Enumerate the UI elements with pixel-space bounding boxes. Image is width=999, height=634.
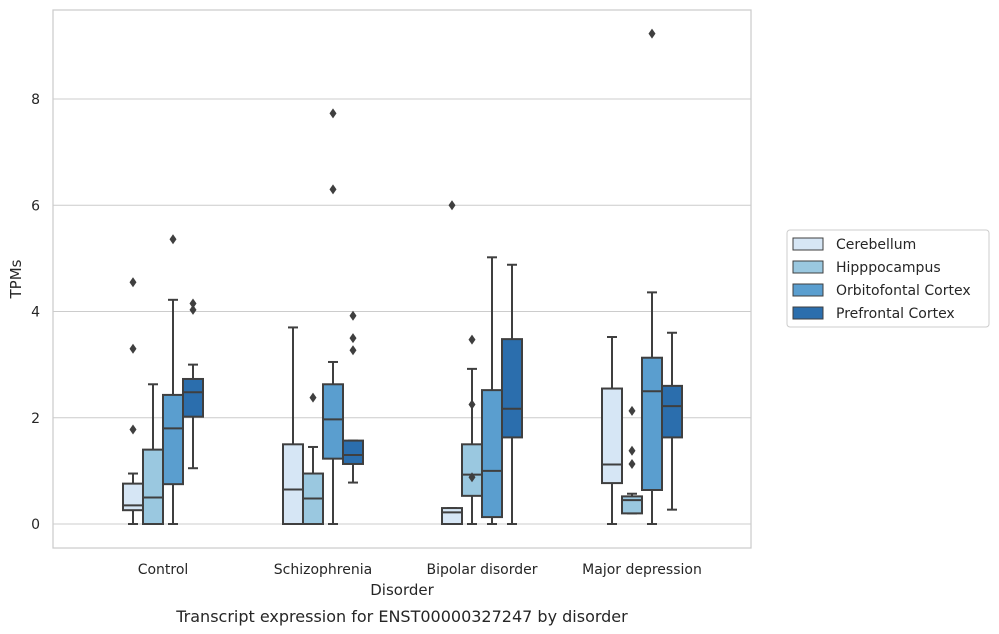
- outlier-point: [349, 310, 357, 321]
- x-tick-label: Major depression: [582, 562, 702, 578]
- outlier-point: [468, 472, 476, 483]
- outlier-point: [169, 234, 177, 245]
- outlier-point: [468, 334, 476, 345]
- legend-swatch: [792, 306, 824, 320]
- box: [282, 443, 304, 525]
- outlier-point: [189, 298, 197, 309]
- box-group: [282, 326, 304, 525]
- legend-entry: Cerebellum: [836, 237, 916, 253]
- legend-swatch: [792, 283, 824, 297]
- outlier-point: [628, 405, 636, 416]
- legend: Cerebellum Hipppocampus Orbitofontal Corte…: [786, 229, 990, 328]
- box: [322, 383, 344, 460]
- box-group: [481, 256, 503, 525]
- box: [142, 448, 164, 525]
- box-group: [302, 392, 324, 525]
- outlier-point: [468, 399, 476, 410]
- y-tick-label: 8: [31, 92, 40, 108]
- box-group: [342, 310, 364, 484]
- y-tick-label: 6: [31, 198, 40, 214]
- box: [441, 507, 463, 525]
- outlier-point: [129, 424, 137, 435]
- box-group: [322, 108, 344, 525]
- legend-entry: Orbitofontal Cortex: [836, 283, 971, 299]
- outlier-point: [628, 458, 636, 469]
- x-axis-ticks: Control Schizophrenia Bipolar disorder Majo…: [138, 562, 702, 578]
- box-group: [641, 28, 663, 525]
- box: [661, 384, 683, 439]
- outlier-point: [129, 277, 137, 288]
- legend-swatch: [792, 260, 824, 274]
- box-group: [601, 336, 623, 525]
- outlier-point: [309, 392, 317, 403]
- box-group: [122, 277, 144, 525]
- x-tick-label: Schizophrenia: [274, 562, 372, 578]
- legend-entry: Hipppocampus: [836, 260, 941, 276]
- box-group: [142, 383, 164, 525]
- box-plots: [122, 28, 683, 525]
- y-axis-label: TPMs: [7, 259, 25, 299]
- plot-frame: [52, 9, 752, 549]
- x-tick-label: Control: [138, 562, 189, 578]
- box: [641, 356, 663, 491]
- outlier-point: [349, 333, 357, 344]
- outlier-point: [448, 200, 456, 211]
- box-group: [182, 298, 204, 470]
- legend-entry: Prefrontal Cortex: [836, 306, 955, 322]
- outlier-point: [329, 184, 337, 195]
- box: [621, 495, 643, 515]
- box: [601, 387, 623, 485]
- y-tick-label: 2: [31, 411, 40, 427]
- outlier-point: [189, 304, 197, 315]
- box-group: [501, 263, 523, 525]
- legend-swatch: [792, 237, 824, 251]
- outlier-point: [628, 445, 636, 456]
- box: [162, 393, 184, 486]
- box-group: [441, 200, 463, 525]
- outlier-point: [349, 345, 357, 356]
- box-group: [661, 331, 683, 511]
- chart-caption: Transcript expression for ENST0000032724…: [175, 607, 628, 626]
- x-axis-label: Disorder: [370, 581, 434, 599]
- y-tick-label: 0: [31, 517, 40, 533]
- box: [461, 443, 483, 497]
- y-axis-ticks: 0 2 4 6 8: [31, 92, 40, 533]
- box: [182, 377, 204, 418]
- box-group: [461, 334, 483, 525]
- box: [481, 389, 503, 519]
- x-tick-label: Bipolar disorder: [426, 562, 537, 578]
- outlier-point: [648, 28, 656, 39]
- y-tick-label: 4: [31, 305, 40, 321]
- box: [501, 338, 523, 439]
- legend-frame: [786, 229, 990, 328]
- outlier-point: [129, 343, 137, 354]
- box-group: [621, 405, 643, 515]
- box: [342, 439, 364, 465]
- outlier-point: [329, 108, 337, 119]
- box-group: [162, 234, 184, 525]
